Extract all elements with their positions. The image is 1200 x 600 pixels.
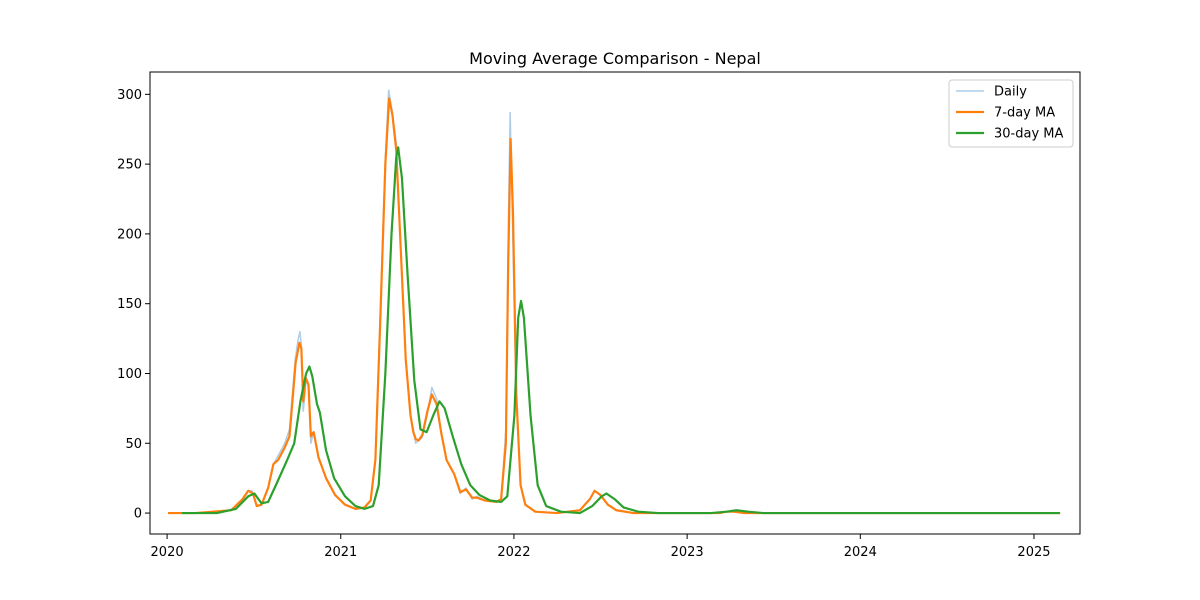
legend: Daily 7-day MA 30-day MA [948,79,1074,148]
x-tick-label: 2022 [497,545,530,560]
y-axis: 0 50 100 150 200 250 300 [117,88,150,522]
x-tick-label: 2025 [1017,545,1050,560]
y-tick-label: 200 [117,227,142,242]
y-tick-label: 50 [125,437,142,452]
plot-frame [149,71,1081,535]
legend-label-7-day-ma: 7-day MA [994,106,1055,121]
y-tick-label: 100 [117,367,142,382]
series-line-7-day-ma [168,97,1061,515]
x-tick-label: 2021 [324,545,357,560]
y-tick-label: 250 [117,158,142,173]
y-tick-label: 0 [134,507,142,522]
x-tick-label: 2024 [844,545,877,560]
legend-box [948,79,1074,148]
y-tick-label: 300 [117,88,142,103]
x-tick-label: 2020 [151,545,184,560]
x-tick-label: 2023 [671,545,704,560]
series-line-daily [168,89,1061,514]
chart-title: Moving Average Comparison - Nepal [469,49,761,68]
series-line-30-day-ma [181,146,1061,515]
series-layer [168,89,1061,515]
legend-label-30-day-ma: 30-day MA [994,127,1063,142]
y-tick-label: 150 [117,297,142,312]
x-axis: 2020 2021 2022 2023 2024 2025 [151,534,1051,560]
legend-label-daily: Daily [994,85,1027,100]
